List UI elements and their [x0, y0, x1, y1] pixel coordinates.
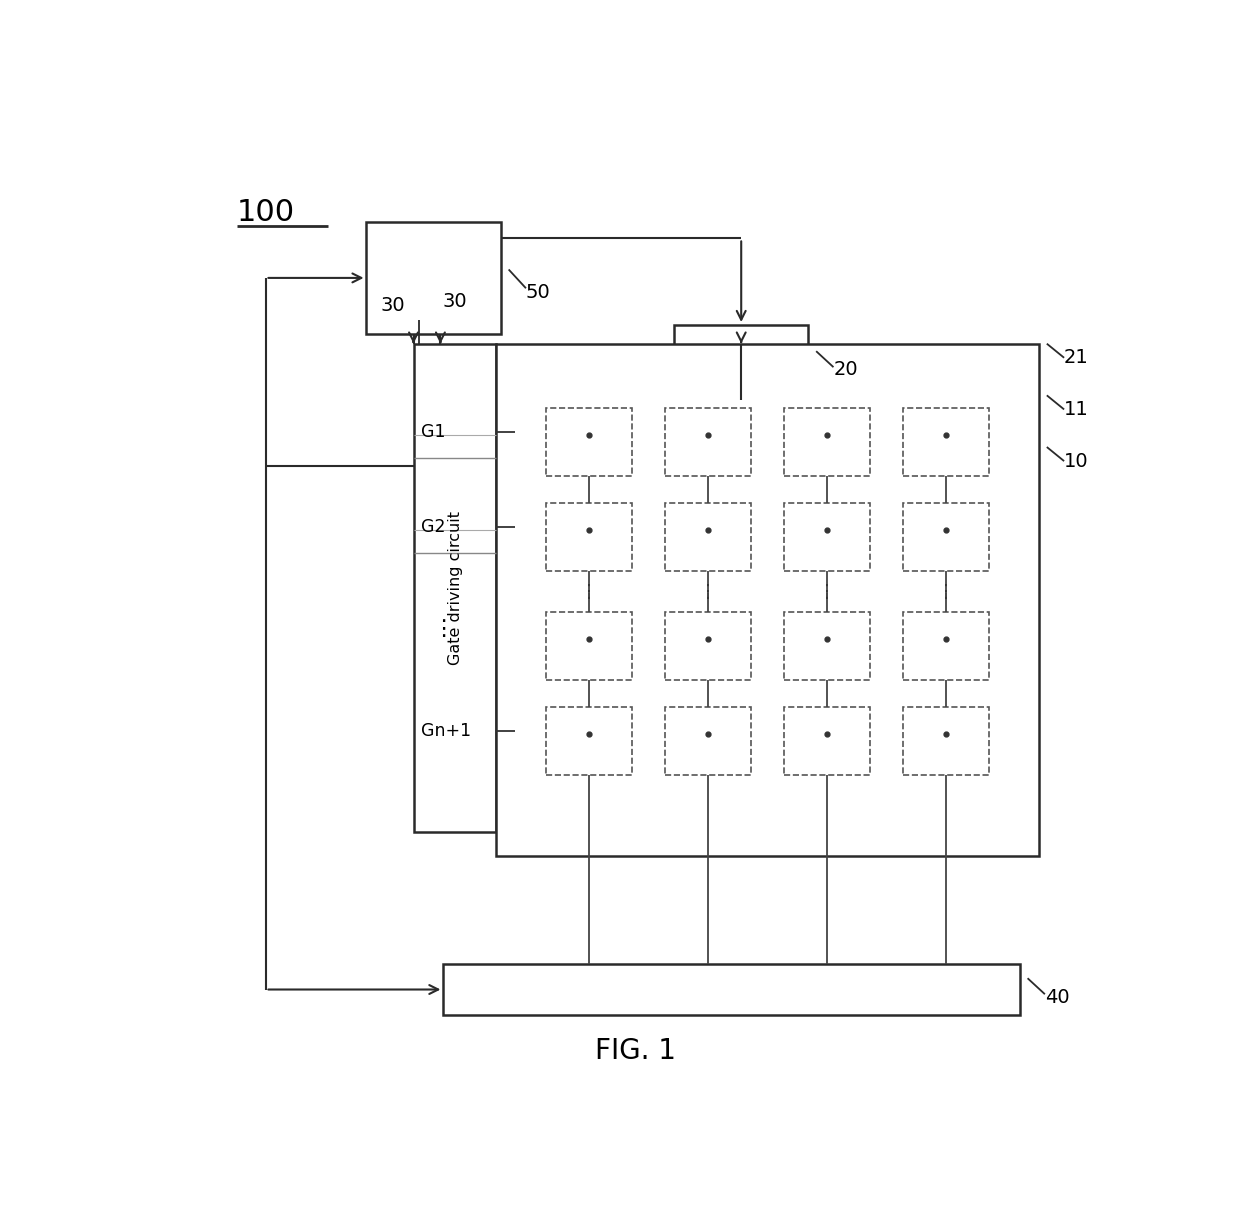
Bar: [666, 706, 751, 776]
Text: Gate driving circuit: Gate driving circuit: [448, 511, 463, 665]
Bar: [444, 964, 1019, 1015]
Bar: [784, 706, 870, 776]
Bar: [903, 407, 988, 476]
Text: ⋮: ⋮: [818, 583, 836, 600]
Bar: [903, 612, 988, 681]
Text: 30: 30: [381, 296, 404, 316]
Bar: [666, 503, 751, 571]
Text: 21: 21: [1064, 348, 1089, 367]
Bar: [547, 503, 632, 571]
Bar: [784, 503, 870, 571]
Bar: [496, 344, 1039, 855]
Bar: [903, 503, 988, 571]
Text: G1: G1: [422, 423, 445, 440]
Text: ⋮: ⋮: [432, 619, 454, 639]
Bar: [547, 407, 632, 476]
Bar: [547, 706, 632, 776]
Text: 10: 10: [1064, 451, 1089, 471]
Bar: [547, 612, 632, 681]
Text: ⋮: ⋮: [580, 583, 598, 600]
Text: G2: G2: [422, 517, 445, 536]
Text: FIG. 1: FIG. 1: [595, 1037, 676, 1065]
Text: 20: 20: [833, 360, 858, 379]
Bar: [675, 325, 808, 400]
Text: 40: 40: [1045, 987, 1070, 1006]
Text: 30: 30: [443, 292, 467, 311]
Text: Gn+1: Gn+1: [422, 722, 471, 739]
Text: 50: 50: [526, 283, 551, 303]
Bar: [903, 706, 988, 776]
Text: 100: 100: [237, 198, 295, 227]
Bar: [367, 222, 501, 334]
Bar: [666, 407, 751, 476]
Bar: [666, 612, 751, 681]
Bar: [414, 344, 496, 832]
Bar: [784, 612, 870, 681]
Text: ⋮: ⋮: [937, 583, 955, 600]
Text: 11: 11: [1064, 400, 1089, 418]
Bar: [784, 407, 870, 476]
Text: ⋮: ⋮: [699, 583, 717, 600]
